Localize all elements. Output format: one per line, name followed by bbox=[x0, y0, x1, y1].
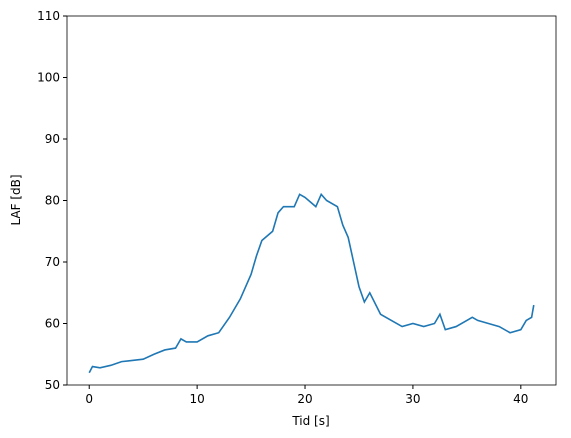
y-tick-label: 60 bbox=[45, 317, 60, 331]
y-tick-label: 70 bbox=[45, 255, 60, 269]
y-tick-label: 110 bbox=[37, 9, 60, 23]
x-tick-label: 0 bbox=[85, 392, 93, 406]
x-axis-label: Tid [s] bbox=[291, 414, 329, 428]
y-tick-label: 100 bbox=[37, 71, 60, 85]
x-tick-label: 30 bbox=[405, 392, 420, 406]
y-axis-label: LAF [dB] bbox=[9, 174, 23, 225]
plot-frame bbox=[66, 15, 557, 386]
y-tick-label: 90 bbox=[45, 132, 60, 146]
x-tick-label: 10 bbox=[189, 392, 204, 406]
data-line bbox=[88, 192, 535, 374]
y-tick-label: 50 bbox=[45, 378, 60, 392]
x-tick-label: 40 bbox=[513, 392, 528, 406]
x-tick-label: 20 bbox=[297, 392, 312, 406]
y-tick-label: 80 bbox=[45, 194, 60, 208]
